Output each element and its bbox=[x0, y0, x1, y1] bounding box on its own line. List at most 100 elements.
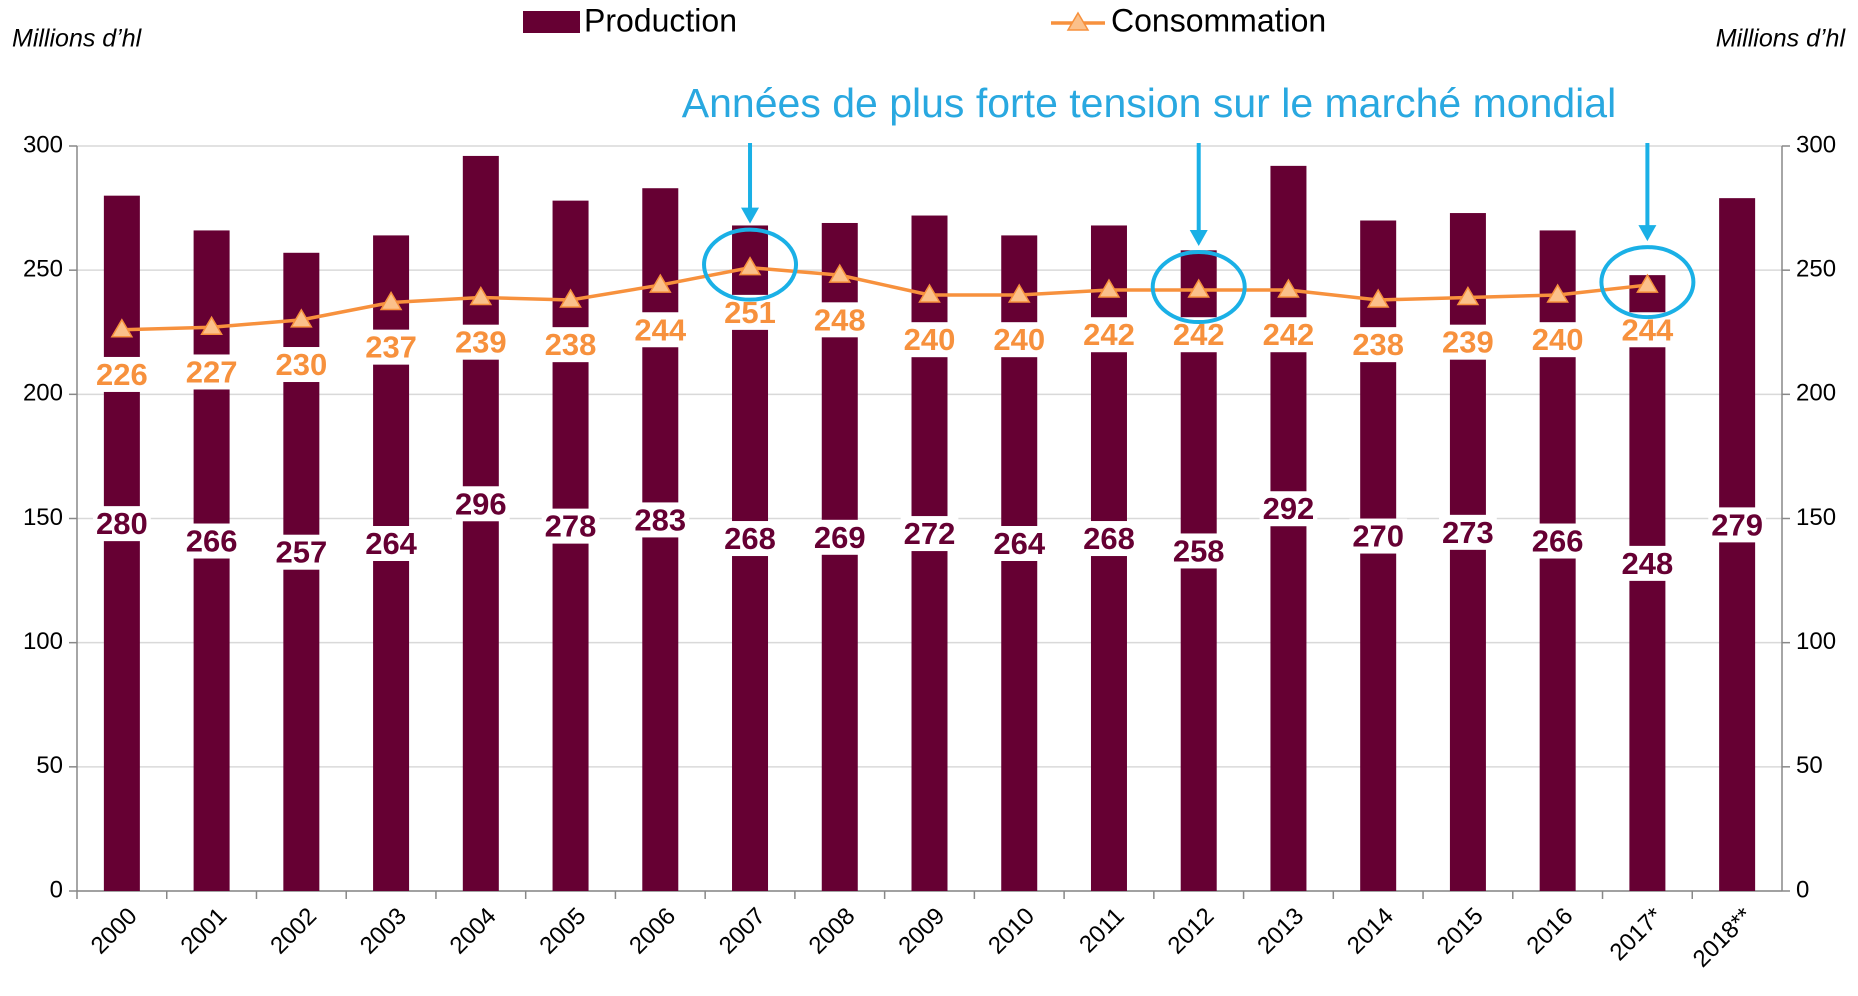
data-label: 238 bbox=[545, 327, 597, 362]
data-label-bg bbox=[810, 302, 869, 338]
x-tick-label: 2006 bbox=[624, 903, 681, 960]
x-tick-label: 2007 bbox=[714, 903, 771, 960]
data-label: 257 bbox=[275, 535, 327, 570]
bar bbox=[642, 188, 679, 891]
data-label: 242 bbox=[1083, 317, 1135, 352]
data-label: 266 bbox=[1532, 524, 1584, 559]
y2-tick-label: 200 bbox=[1796, 380, 1836, 407]
data-label-bg bbox=[1439, 324, 1497, 360]
data-label-bg bbox=[990, 526, 1049, 562]
data-label-group: 240 bbox=[1528, 322, 1587, 358]
data-label-bg bbox=[1259, 491, 1318, 527]
highlight-circle bbox=[1150, 250, 1247, 325]
line-marker bbox=[1456, 286, 1480, 306]
annotation: Années de plus forte tension sur le marc… bbox=[682, 80, 1616, 126]
data-label-group: 237 bbox=[362, 329, 420, 365]
data-label: 264 bbox=[993, 526, 1045, 561]
bar bbox=[1180, 250, 1217, 892]
x-tick-label: 2016 bbox=[1522, 903, 1579, 960]
data-label-group: 272 bbox=[900, 516, 959, 552]
highlight-circle bbox=[1599, 245, 1696, 320]
arrow-head bbox=[1189, 230, 1208, 247]
bar bbox=[911, 215, 948, 892]
data-label-bg bbox=[1349, 518, 1408, 554]
data-label-group: 296 bbox=[451, 486, 510, 522]
line-marker bbox=[559, 288, 582, 308]
data-label-group: 268 bbox=[1080, 521, 1138, 557]
data-label-bg bbox=[900, 516, 959, 552]
data-label: 283 bbox=[634, 502, 686, 537]
y-axis-label: Millions d’hl bbox=[12, 25, 143, 53]
data-label: 273 bbox=[1442, 515, 1494, 550]
x-tick-label: 2017* bbox=[1605, 903, 1668, 966]
data-label-bg bbox=[541, 327, 600, 363]
x-tick-label: 2002 bbox=[265, 903, 322, 960]
data-label-bg bbox=[182, 523, 241, 559]
y2-tick-label: 100 bbox=[1796, 628, 1836, 655]
data-label-bg bbox=[451, 486, 510, 522]
data-label-bg bbox=[93, 356, 151, 392]
data-label: 230 bbox=[275, 347, 327, 382]
line-marker bbox=[290, 308, 313, 328]
data-label: 248 bbox=[814, 302, 866, 337]
bar bbox=[552, 200, 589, 892]
data-label: 280 bbox=[96, 506, 148, 541]
line-marker bbox=[738, 256, 762, 276]
data-label-bg bbox=[900, 322, 959, 358]
x-tick-label: 2013 bbox=[1252, 903, 1309, 960]
data-label: 269 bbox=[814, 520, 866, 555]
data-label-bg bbox=[272, 534, 331, 570]
bar bbox=[1360, 220, 1397, 891]
data-label-bg bbox=[1169, 533, 1228, 569]
data-label-bg bbox=[451, 324, 510, 360]
line-marker bbox=[200, 315, 223, 336]
x-tick-label: 2015 bbox=[1432, 903, 1489, 960]
data-label-group: 239 bbox=[451, 324, 510, 360]
data-label-group: 269 bbox=[810, 519, 869, 555]
data-label: 239 bbox=[1442, 325, 1494, 360]
x-tick-label: 2000 bbox=[86, 903, 143, 960]
data-label-group: 264 bbox=[990, 526, 1049, 562]
data-label-bg bbox=[272, 347, 331, 383]
data-label: 258 bbox=[1173, 533, 1225, 568]
data-label-bg bbox=[1349, 327, 1408, 363]
y2-tick-label: 50 bbox=[1796, 752, 1823, 779]
line-marker bbox=[1097, 278, 1121, 298]
x-tick-label: 2004 bbox=[445, 903, 502, 960]
data-label-group: 242 bbox=[1080, 317, 1138, 353]
x-tick-label: 2005 bbox=[534, 903, 591, 960]
data-label-group: 258 bbox=[1169, 533, 1228, 569]
data-label: 244 bbox=[634, 312, 686, 347]
data-label-bg bbox=[182, 354, 241, 390]
highlight-circle bbox=[702, 227, 799, 302]
y2-tick-label: 300 bbox=[1796, 131, 1836, 158]
data-label: 240 bbox=[904, 322, 956, 357]
data-label: 226 bbox=[96, 357, 148, 392]
x-tick-label: 2012 bbox=[1163, 903, 1220, 960]
data-label-group: 279 bbox=[1708, 507, 1766, 543]
data-label: 264 bbox=[365, 526, 417, 561]
data-label-bg bbox=[990, 322, 1049, 358]
legend-label: Production bbox=[584, 2, 737, 38]
data-label: 240 bbox=[1532, 322, 1584, 357]
data-label-group: 268 bbox=[721, 521, 779, 557]
y2-tick-label: 250 bbox=[1796, 256, 1836, 283]
line-marker bbox=[1546, 283, 1569, 303]
data-label: 279 bbox=[1711, 507, 1763, 542]
bar bbox=[1270, 165, 1307, 891]
y-tick-label: 100 bbox=[23, 628, 63, 655]
data-label-bg bbox=[1080, 521, 1138, 557]
legend-marker bbox=[1066, 11, 1090, 31]
bar bbox=[103, 195, 140, 891]
x-tick-label: 2001 bbox=[175, 903, 232, 960]
data-label-bg bbox=[631, 312, 690, 348]
y2-tick-label: 0 bbox=[1796, 876, 1809, 903]
line-marker bbox=[828, 263, 852, 283]
data-label-group: 240 bbox=[990, 322, 1049, 358]
x-tick-label: 2018** bbox=[1688, 903, 1758, 973]
data-label-bg bbox=[1439, 514, 1497, 550]
data-label-group: 239 bbox=[1439, 324, 1497, 360]
line-marker bbox=[469, 286, 493, 306]
line-marker bbox=[379, 290, 403, 311]
data-label-group: 238 bbox=[541, 327, 600, 363]
